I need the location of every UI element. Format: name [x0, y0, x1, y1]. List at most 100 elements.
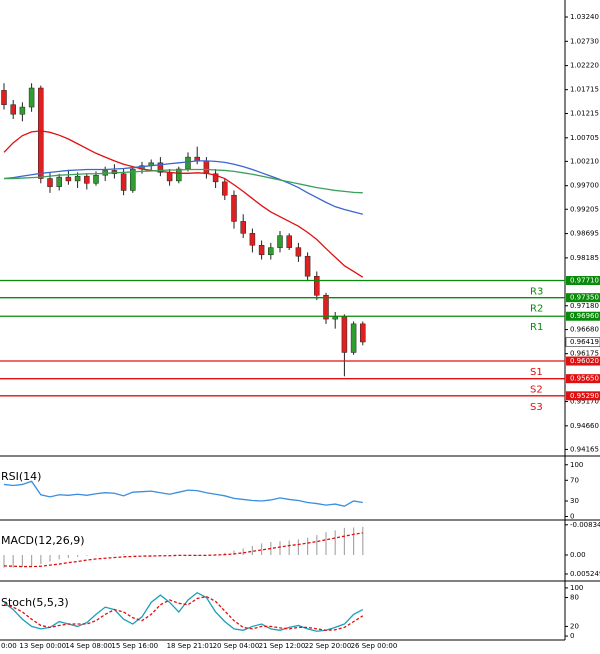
level-price: 0.95290	[570, 392, 599, 400]
candle-body	[203, 160, 210, 175]
y-tick-label: 100	[570, 584, 583, 592]
candle-body	[231, 194, 237, 222]
y-tick-label: 1.01215	[570, 109, 599, 117]
candle-body	[19, 106, 26, 115]
y-tick-label: 0.95170	[570, 398, 599, 406]
y-tick-label: 1.03240	[570, 13, 599, 21]
level-name: S1	[530, 367, 543, 378]
y-tick-label: 0.94165	[570, 445, 599, 453]
level-name: S2	[530, 385, 543, 396]
x-tick-label: 14 Sep 08:00	[65, 642, 112, 650]
y-tick-label: 1.00210	[570, 157, 599, 165]
indicator-line	[3, 532, 363, 568]
level-label-box	[566, 356, 600, 366]
y-tick-label: 1.02220	[570, 62, 599, 70]
y-tick-label: 0.00	[570, 551, 586, 559]
candle-body	[277, 235, 283, 248]
candle-body	[240, 221, 246, 234]
y-tick-label: 20	[570, 622, 579, 630]
candle-body	[56, 176, 62, 187]
level-name: S3	[530, 402, 543, 413]
x-tick-label: 18 Sep 21:01	[167, 642, 214, 650]
y-tick-label: 100	[570, 461, 583, 469]
y-tick-label: 0	[570, 513, 574, 521]
pane-title: Stoch(5,5,3)	[1, 596, 69, 609]
level-label-box	[566, 276, 600, 286]
x-tick-label: 0:00	[1, 642, 17, 650]
y-tick-label: 1.01715	[570, 86, 599, 94]
candle-body	[350, 323, 357, 353]
candle-body	[38, 87, 44, 179]
candle-body	[166, 172, 173, 182]
candle-body	[130, 168, 136, 191]
candle-body	[185, 156, 191, 170]
x-tick-label: 22 Sep 20:00	[305, 642, 352, 650]
candle-body	[268, 247, 274, 256]
candle-body	[47, 178, 53, 187]
level-label-box	[566, 293, 600, 303]
level-name: R2	[530, 304, 543, 315]
y-tick-label: 0.98185	[570, 254, 599, 262]
candle-body	[176, 168, 182, 182]
indicator-line	[3, 480, 363, 507]
candle-body	[74, 175, 81, 182]
candle-body	[323, 295, 329, 320]
x-tick-label: 15 Sep 16:00	[111, 642, 158, 650]
y-tick-label: 30	[570, 497, 579, 505]
level-price: 0.95650	[570, 375, 599, 383]
level-price: 0.97350	[570, 294, 599, 302]
candle-body	[65, 176, 72, 182]
x-tick-label: 20 Sep 04:00	[213, 642, 260, 650]
candle-body	[212, 173, 219, 183]
candle-body	[314, 275, 320, 296]
candle-body	[28, 87, 35, 108]
candle-body	[93, 174, 99, 184]
pane-title: RSI(14)	[1, 470, 41, 483]
candle-body	[286, 235, 292, 248]
level-price: 0.96020	[570, 357, 599, 365]
candle-body	[84, 175, 90, 184]
candle-body	[304, 255, 311, 277]
y-tick-label: -0.008348	[570, 521, 600, 529]
indicator-line	[3, 130, 364, 278]
x-tick-label: 26 Sep 00:00	[351, 642, 398, 650]
candle-body	[341, 316, 348, 353]
candle-body	[249, 233, 256, 246]
indicator-line	[3, 595, 364, 631]
x-tick-label: 21 Sep 12:00	[259, 642, 306, 650]
y-tick-label: 0.99700	[570, 182, 599, 190]
current-price-box	[565, 337, 600, 347]
y-tick-label: 70	[570, 476, 579, 484]
level-name: R1	[530, 322, 543, 333]
y-tick-label: 0.97180	[570, 302, 599, 310]
candle-body	[222, 181, 228, 196]
pane-title: MACD(12,26,9)	[1, 534, 85, 547]
candle-body	[157, 162, 164, 173]
indicator-line	[4, 168, 363, 194]
indicator-line	[3, 160, 363, 215]
level-label-box	[566, 391, 600, 401]
y-tick-label: 0.96680	[570, 326, 599, 334]
y-tick-label: 1.02730	[570, 37, 599, 45]
level-label-box	[566, 311, 600, 321]
indicator-line	[3, 591, 364, 632]
level-price: 0.97710	[570, 277, 599, 285]
y-tick-label: 0.94660	[570, 422, 599, 430]
candle-body	[258, 244, 265, 256]
level-price: 0.96960	[570, 312, 599, 320]
y-tick-label: 0	[570, 632, 574, 640]
level-label-box	[566, 374, 600, 384]
y-tick-label: 0.99205	[570, 205, 599, 213]
y-tick-label: 0.005249	[570, 570, 600, 578]
candle-body	[332, 316, 338, 320]
y-tick-label: 80	[570, 594, 579, 602]
candle-body	[360, 323, 366, 343]
candle-body	[1, 90, 7, 105]
y-tick-label: 0.98695	[570, 230, 599, 238]
candle-body	[295, 247, 302, 257]
candle-body	[10, 104, 16, 115]
x-tick-label: 13 Sep 00:00	[19, 642, 66, 650]
current-price: 0.96419	[570, 338, 599, 346]
